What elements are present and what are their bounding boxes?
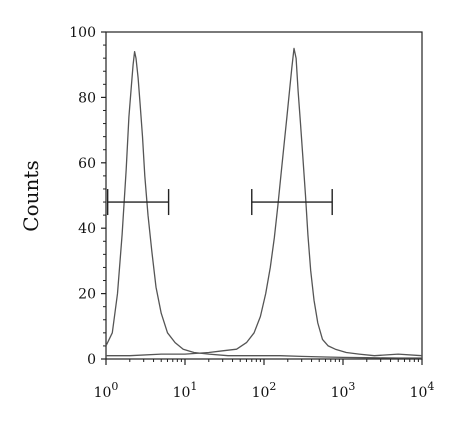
plot-frame — [105, 31, 423, 360]
marker-layer — [106, 189, 333, 216]
x-tick-label: 100 — [94, 380, 119, 401]
x-tick-label: 104 — [410, 380, 435, 401]
x-tick-label: 102 — [252, 380, 277, 401]
y-tick-label: 60 — [78, 156, 96, 172]
y-tick-label: 20 — [78, 287, 96, 303]
series-layer — [105, 47, 423, 359]
y-axis: 0 20 40 60 80 100 — [69, 25, 106, 368]
y-tick-label: 80 — [78, 90, 96, 106]
plot-area-border — [105, 31, 423, 360]
histogram-series-1 — [105, 50, 422, 359]
gate-marker-1 — [106, 189, 170, 216]
histogram-series-2 — [106, 47, 423, 357]
y-tick-label: 40 — [78, 221, 96, 237]
x-axis: 100 101 102 103 104 — [94, 359, 435, 401]
x-tick-label: 103 — [331, 380, 356, 401]
y-tick-label: 100 — [69, 25, 96, 41]
gate-marker-2 — [251, 189, 333, 216]
x-tick-label: 101 — [173, 380, 198, 401]
y-axis-title: Counts — [19, 160, 43, 231]
y-tick-label: 0 — [87, 352, 96, 368]
